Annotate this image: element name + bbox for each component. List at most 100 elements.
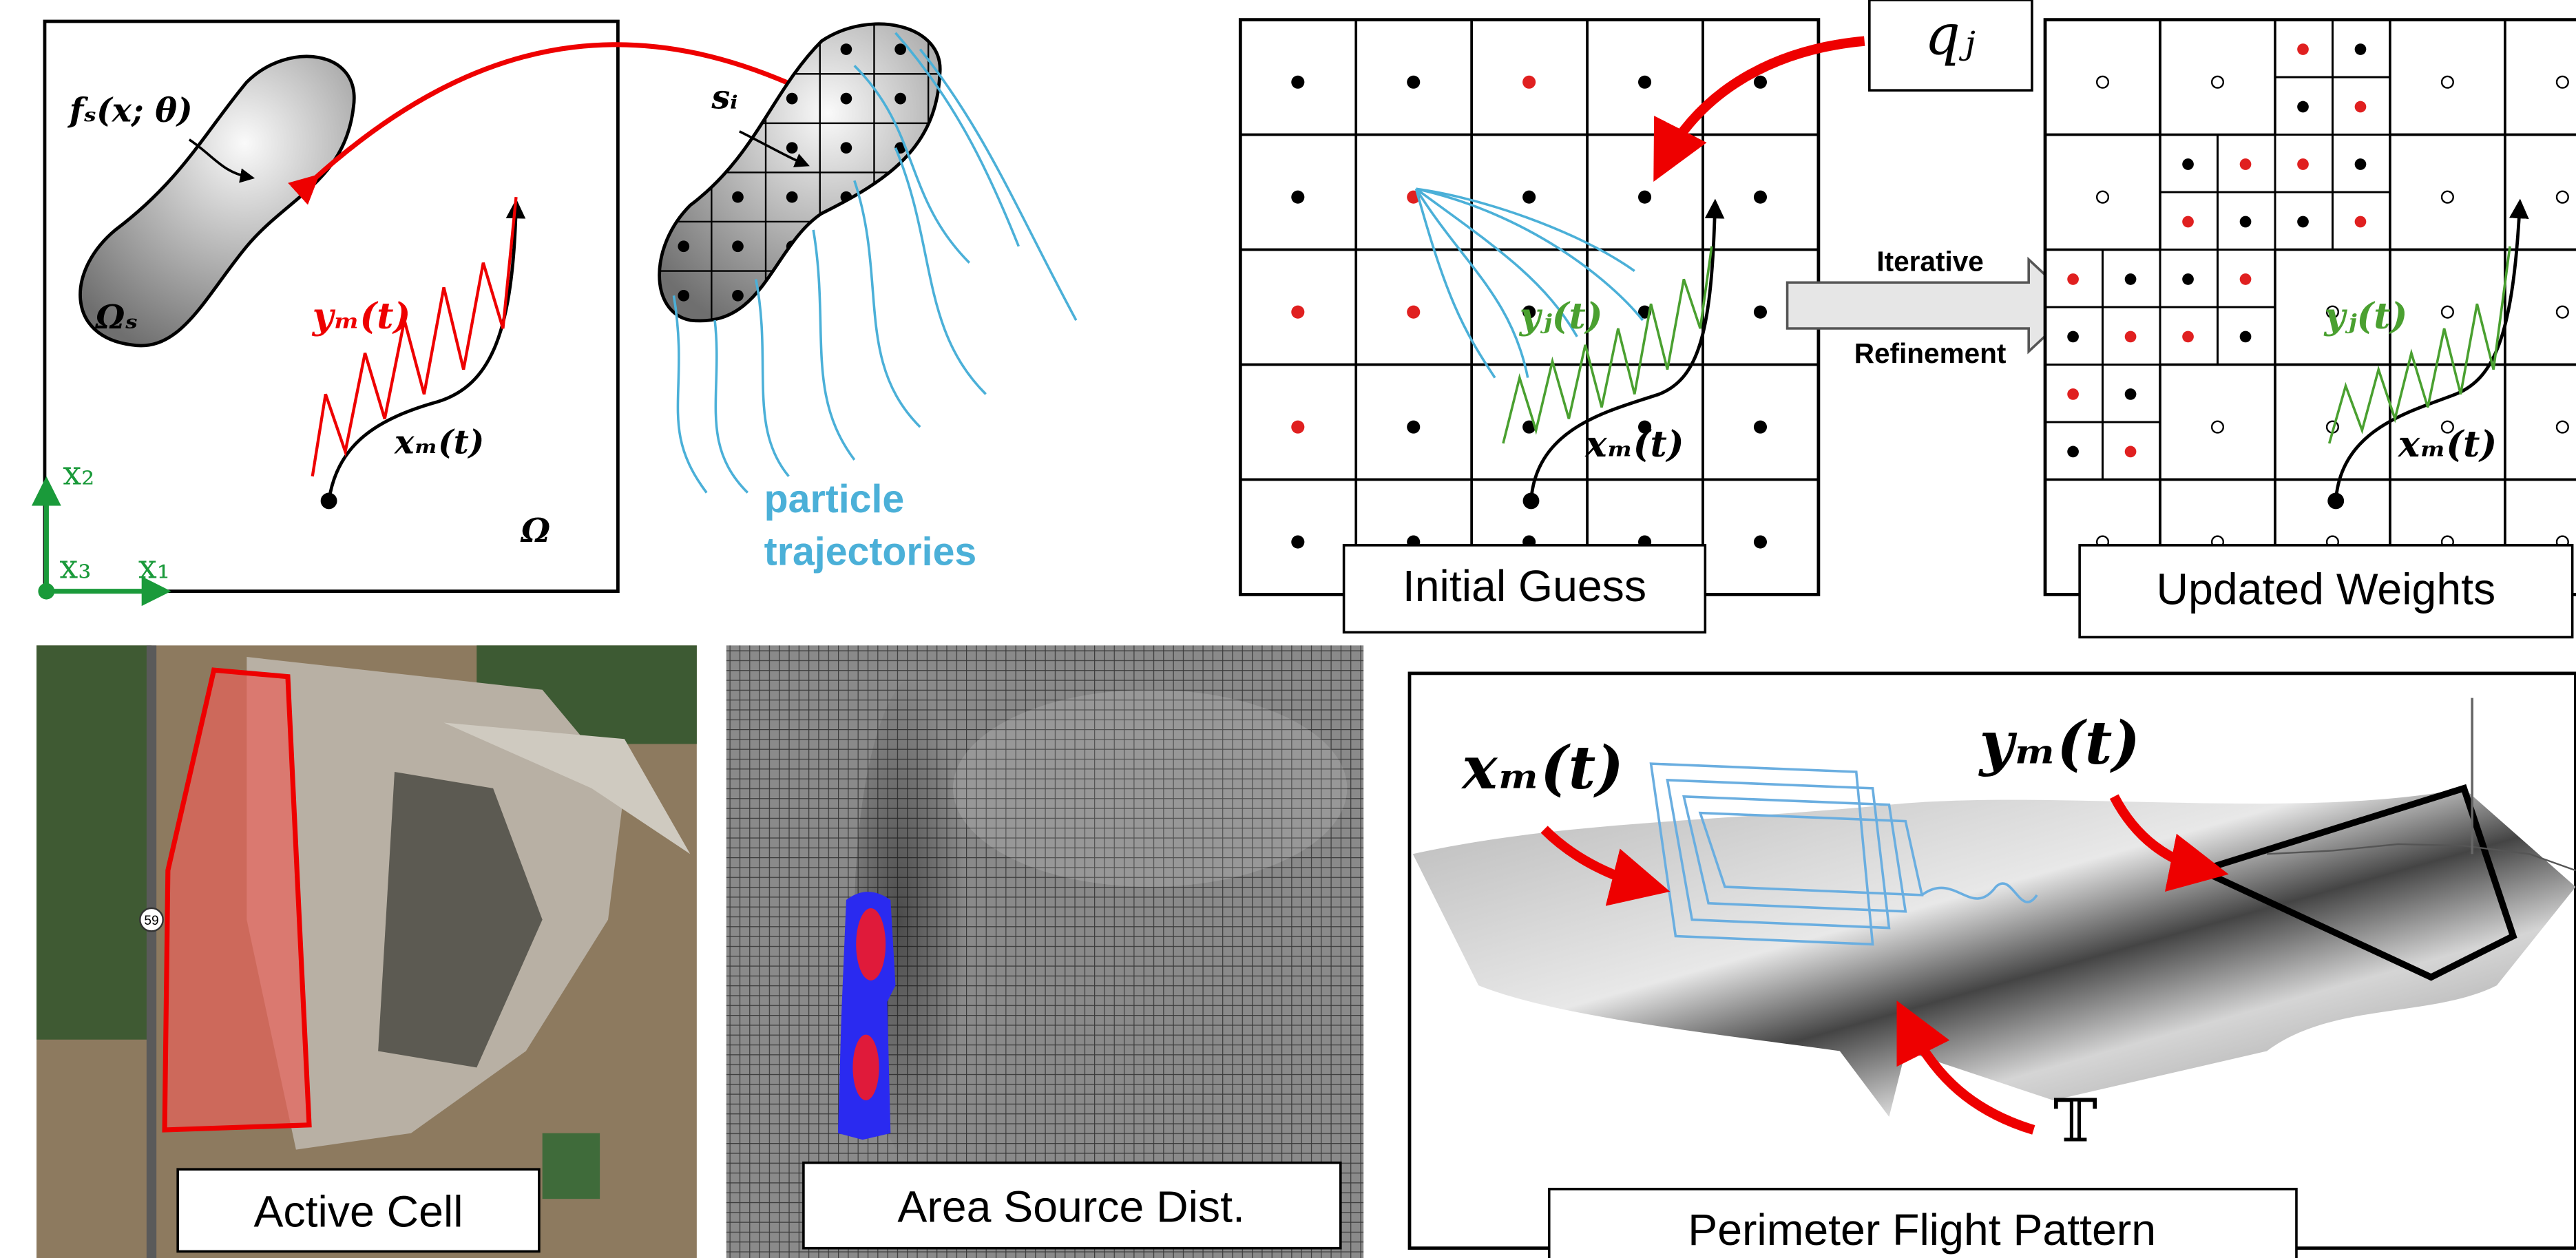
cell-dot	[949, 290, 961, 302]
cell-dot	[1291, 536, 1304, 549]
cell-dot	[1291, 421, 1304, 434]
arrow-label: Refinement	[1854, 337, 2007, 369]
cell-dot	[894, 339, 906, 351]
cell-dot	[2182, 273, 2194, 285]
cell-dot	[2355, 158, 2367, 170]
road-sign: 59	[144, 914, 158, 928]
cell-dot	[2067, 331, 2079, 343]
source-region: Ωₛ	[94, 298, 138, 337]
cell-dot	[1407, 306, 1420, 319]
cell-dot	[949, 191, 961, 203]
area-panel: Area Source Dist.	[726, 645, 1363, 1258]
cell-dot	[1522, 76, 1536, 89]
panel-label: Perimeter Flight Pattern	[1688, 1205, 2156, 1255]
cell-dot	[732, 240, 744, 252]
cell-dot	[2557, 306, 2568, 318]
updated-panel: yⱼ(t) xₘ(t) Updated Weights	[2045, 20, 2576, 638]
cell-dot	[1754, 421, 1767, 434]
cell-dot	[1754, 306, 1767, 319]
measurement: yₘ(t)	[312, 295, 411, 337]
cell-dot	[2212, 76, 2223, 88]
cell-dot	[2067, 388, 2079, 400]
axis-label: x₁	[138, 549, 170, 587]
cell-dot	[1754, 536, 1767, 549]
cell-dot	[894, 93, 906, 105]
panel-label: Active Cell	[253, 1187, 463, 1237]
discretized-panel: sᵢ particle trajectories	[641, 0, 1076, 574]
figure: fₛ(x; θ) Ωₛ yₘ(t) xₘ(t) Ω x₂ x₃ x₁ sᵢ pa…	[0, 0, 2576, 1258]
cell-dot	[732, 191, 744, 203]
cell-dot	[949, 142, 961, 154]
measurement: yⱼ(t)	[1519, 295, 1603, 337]
weight-label: qⱼ	[1925, 3, 1976, 68]
cell-dot	[2557, 421, 2568, 433]
cell-dot	[894, 240, 906, 252]
cell-dot	[786, 142, 798, 154]
path: xₘ(t)	[2398, 423, 2497, 465]
cell-dot	[2442, 306, 2453, 318]
cell-dot	[2240, 331, 2252, 343]
cell-dot	[786, 93, 798, 105]
cell-dot	[2355, 216, 2367, 228]
cell-dot	[786, 43, 798, 55]
cell-dot	[2297, 43, 2309, 55]
cell-dot	[1754, 76, 1767, 89]
cell-dot	[841, 93, 852, 105]
cell-dot	[1522, 191, 1536, 204]
cell-dot	[2297, 158, 2309, 170]
cell-dot	[678, 93, 689, 105]
cell-dot	[949, 43, 961, 55]
cell-dot	[732, 43, 744, 55]
cell-dot	[2125, 273, 2137, 285]
cell-dot	[732, 290, 744, 302]
cell-dot	[841, 290, 852, 302]
panel-label: Initial Guess	[1403, 561, 1646, 611]
path: xₘ(t)	[394, 423, 484, 461]
cell-dot	[2442, 191, 2453, 203]
cell-dot	[2297, 216, 2309, 228]
time-label: 𝕋	[2053, 1087, 2097, 1156]
cell-dot	[841, 142, 852, 154]
cell-dot	[2067, 446, 2079, 458]
trajectories-label: particle	[764, 477, 905, 521]
cell-dot	[786, 339, 798, 351]
cell-dot	[2355, 101, 2367, 113]
domain: Ω	[520, 512, 551, 550]
cell-dot	[2557, 191, 2568, 203]
cell-dot	[1407, 76, 1420, 89]
cell-dot	[2182, 216, 2194, 228]
arrow-label: Iterative	[1876, 246, 1983, 277]
cell-dot	[2182, 331, 2194, 343]
cell-dot	[1291, 76, 1304, 89]
cell-dot	[1407, 421, 1420, 434]
cell-dot	[732, 339, 744, 351]
cell-dot	[678, 240, 689, 252]
page: {"panels":{ "domain":{"source_fn":"fₛ(x;…	[0, 0, 2576, 1258]
cell-dot	[841, 339, 852, 351]
cell-dot	[786, 290, 798, 302]
cell-dot	[2297, 101, 2309, 113]
cell-dot	[678, 290, 689, 302]
cell-dot	[2557, 76, 2568, 88]
cell-dot	[894, 290, 906, 302]
cell-dot	[1291, 191, 1304, 204]
cell-dot	[2182, 158, 2194, 170]
path: xₘ(t)	[1584, 423, 1684, 465]
cell-label: sᵢ	[711, 78, 737, 116]
cell-dot	[2240, 158, 2252, 170]
measurement: yₘ(t)	[1978, 709, 2140, 778]
panel-label: Updated Weights	[2157, 565, 2496, 614]
cell-dot	[2240, 273, 2252, 285]
cell-dot	[2212, 421, 2223, 433]
refinement-arrow: Iterative Refinement	[1788, 246, 2078, 370]
cell-dot	[2097, 191, 2108, 203]
cell-dot	[786, 191, 798, 203]
cell-dot	[2442, 76, 2453, 88]
cell-dot	[1754, 191, 1767, 204]
path: xₘ(t)	[1460, 733, 1624, 803]
trajectories-label: trajectories	[764, 530, 977, 574]
cell-dot	[2355, 43, 2367, 55]
cell-dot	[1291, 306, 1304, 319]
measurement: yⱼ(t)	[2324, 295, 2408, 337]
flight-panel: xₘ(t) yₘ(t) 𝕋 Perimeter Flight Pattern	[1410, 673, 2575, 1258]
